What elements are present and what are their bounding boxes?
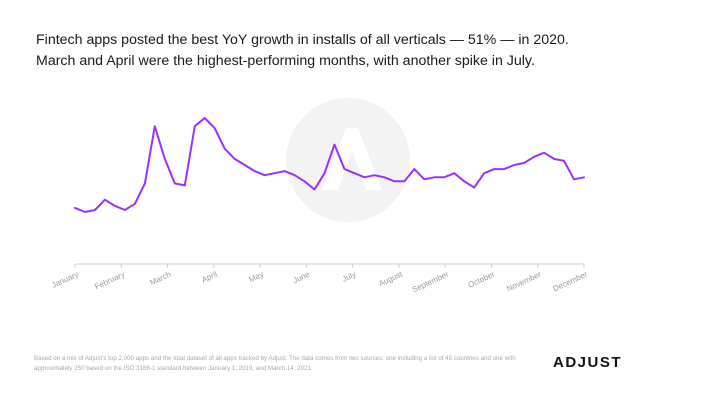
x-tick-label: September [411,270,451,295]
x-axis-tick-labels: January February March April May June July Augu… [50,269,589,294]
adjust-watermark-icon [286,98,410,222]
x-tick-label: May [247,270,265,285]
x-axis-ticks [74,264,585,268]
x-tick-label: February [93,270,126,292]
x-tick-label: November [505,270,543,294]
x-tick-label: July [341,270,358,284]
x-tick-label: August [377,269,404,288]
series-line [74,117,585,213]
title-line-2: March and April were the highest-perform… [36,53,535,69]
x-tick-label: March [148,270,172,288]
x-tick-label: January [50,270,80,290]
x-tick-label: June [292,269,312,285]
title-line-1: Fintech apps posted the best YoY growth … [36,32,569,48]
adjust-logo: ADJUST [553,354,623,371]
x-tick-label: October [467,270,497,290]
x-tick-label: April [200,270,219,285]
chart-title: Fintech apps posted the best YoY growth … [36,30,676,72]
watermark-glyph [322,128,382,190]
x-tick-label: December [552,270,590,294]
footer-note: Based on a mix of Adjust’s top 2,000 app… [34,355,516,372]
